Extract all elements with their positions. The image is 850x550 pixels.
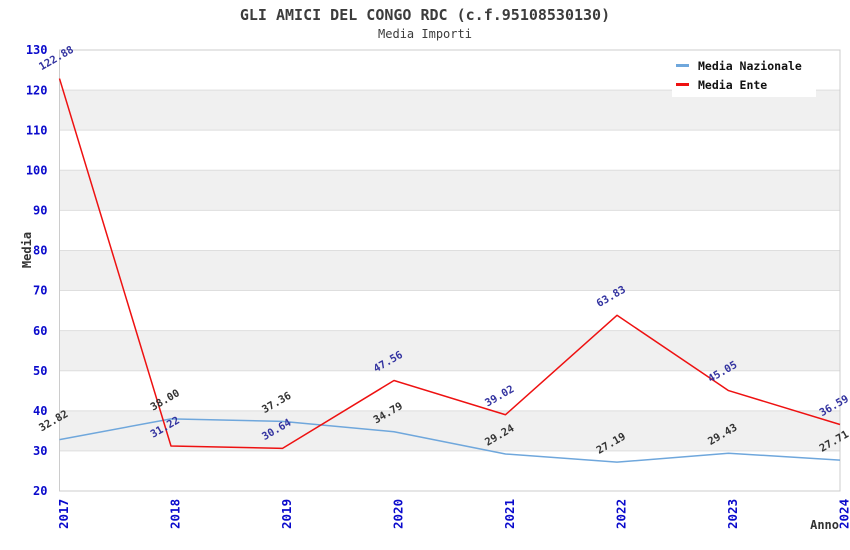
y-tick-label: 100 (26, 163, 48, 177)
x-tick-label: 2023 (725, 499, 740, 529)
legend: Media Nazionale Media Ente (672, 52, 816, 97)
legend-item: Media Nazionale (676, 58, 816, 73)
grid-band (59, 410, 840, 451)
x-tick-label: 2017 (56, 499, 71, 529)
data-label: 38.00 (149, 387, 182, 413)
y-tick-label: 130 (26, 43, 48, 57)
legend-marker-media-nazionale (676, 64, 689, 67)
y-tick-label: 90 (33, 204, 47, 218)
chart-title: GLI AMICI DEL CONGO RDC (c.f.95108530130… (239, 6, 611, 24)
y-tick-label: 50 (33, 364, 47, 378)
x-axis-title: Anno (810, 518, 839, 532)
series-line-media-ente (58, 78, 841, 450)
grid-band (59, 330, 840, 371)
y-tick-label: 120 (26, 83, 48, 97)
y-tick-label: 80 (33, 244, 47, 258)
grid-band (59, 170, 840, 211)
y-tick-label: 30 (33, 444, 47, 458)
legend-item: Media Ente (676, 77, 816, 92)
grid-band (59, 250, 840, 291)
y-tick-label: 20 (33, 484, 47, 498)
y-tick-label: 60 (33, 324, 47, 338)
chart-subtitle: Media Importi (378, 27, 472, 41)
plot-border (59, 49, 841, 492)
y-tick-label: 110 (26, 123, 48, 137)
legend-marker-media-ente (676, 83, 689, 86)
x-tick-label: 2019 (279, 499, 294, 529)
x-tick-label: 2018 (168, 499, 183, 529)
y-tick-label: 70 (33, 284, 47, 298)
series-line-media-nazionale (59, 418, 841, 463)
legend-item-label: Media Nazionale (698, 58, 802, 73)
data-label: 39.02 (483, 383, 516, 409)
x-tick-label: 2020 (391, 499, 406, 529)
legend-item-label: Media Ente (698, 77, 768, 92)
x-tick-label: 2022 (614, 499, 629, 529)
x-tick-label: 2021 (502, 499, 517, 529)
x-tick-label: 2024 (837, 499, 850, 529)
y-tick-label: 40 (33, 404, 47, 418)
